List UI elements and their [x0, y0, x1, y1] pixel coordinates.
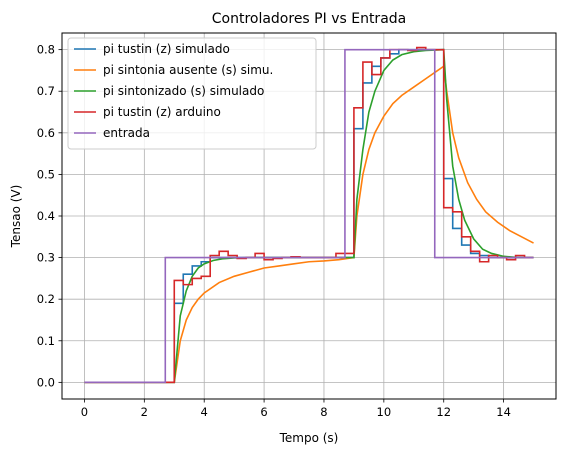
- x-tick-label: 10: [377, 405, 392, 419]
- legend-label: entrada: [103, 126, 150, 140]
- y-tick-label: 0.7: [37, 84, 55, 98]
- y-axis-label: Tensao (V): [9, 185, 23, 249]
- legend-label: pi sintonia ausente (s) simu.: [103, 63, 273, 77]
- legend-label: pi tustin (z) simulado: [103, 42, 230, 56]
- x-tick-label: 0: [81, 405, 88, 419]
- x-tick-label: 6: [260, 405, 267, 419]
- y-tick-label: 0.0: [37, 375, 55, 389]
- y-tick-label: 0.4: [37, 209, 55, 223]
- y-tick-label: 0.6: [37, 126, 55, 140]
- chart-title: Controladores PI vs Entrada: [212, 11, 407, 27]
- legend: pi tustin (z) simulado pi sintonia ausent…: [68, 38, 316, 149]
- x-axis-label: Tempo (s): [279, 431, 339, 445]
- y-tick-label: 0.8: [37, 43, 55, 57]
- y-tick-label: 0.5: [37, 167, 55, 181]
- x-tick-label: 2: [141, 405, 148, 419]
- legend-label: pi sintonizado (s) simulado: [103, 84, 264, 98]
- legend-label: pi tustin (z) arduino: [103, 105, 221, 119]
- x-tick-label: 14: [496, 405, 511, 419]
- x-tick-label: 4: [201, 405, 208, 419]
- x-tick-label: 8: [320, 405, 327, 419]
- y-tick-label: 0.2: [37, 292, 55, 306]
- x-tick-label: 12: [436, 405, 451, 419]
- y-tick-label: 0.1: [37, 334, 55, 348]
- y-tick-label: 0.3: [37, 251, 55, 265]
